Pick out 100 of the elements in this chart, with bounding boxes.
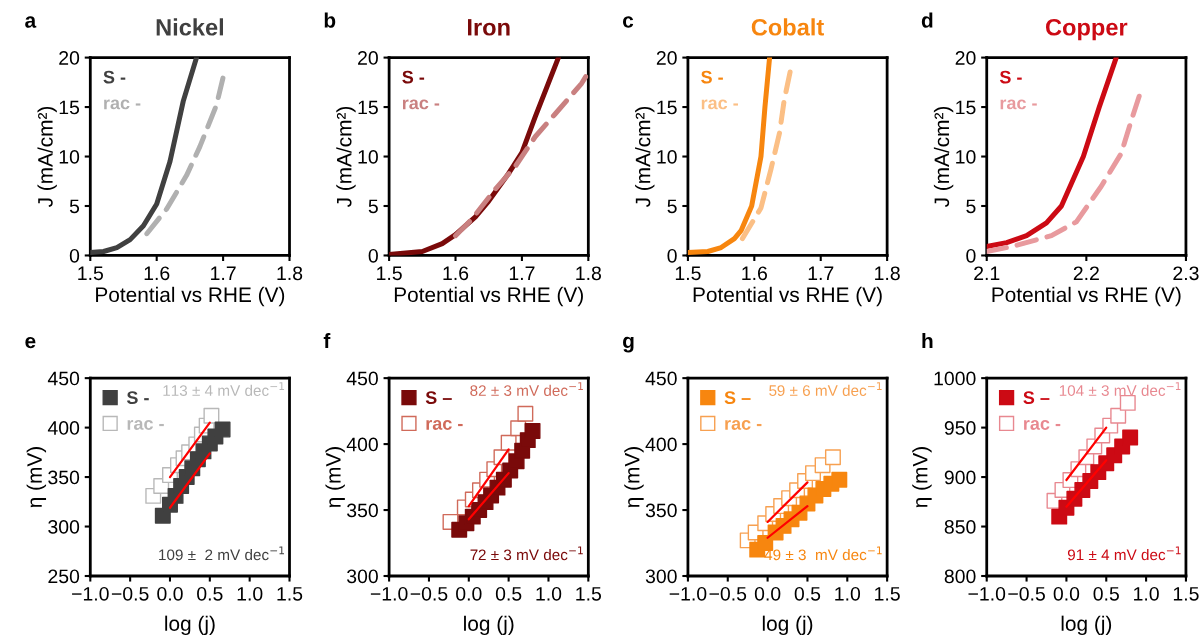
- text: rac -: [402, 99, 440, 110]
- y-tick-label: 5: [966, 199, 976, 214]
- annotation: 113 ± 4 mV dec$^{−1}$: [163, 382, 285, 396]
- y-tick-label: 5: [69, 199, 80, 214]
- point: [524, 422, 541, 439]
- text: b: [324, 12, 336, 28]
- text: rac -: [104, 99, 141, 110]
- y-tick-label: 20: [358, 51, 378, 65]
- x-tick-label: 0.0: [1053, 586, 1080, 601]
- annotation: 59 ± 6 mV dec$^{−1}$: [769, 382, 882, 396]
- x-tick-label: 1.7: [509, 266, 535, 280]
- y-axis-title: J (mA/cm²): [37, 106, 57, 208]
- x-tick-label: 1.5: [576, 587, 602, 601]
- legend-label: rac -: [1024, 420, 1061, 430]
- y-tick-label: 450: [47, 371, 80, 386]
- x-tick-label: 1.5: [377, 266, 402, 281]
- legend-label: S –: [425, 391, 452, 405]
- y-axis-title: η (mV): [624, 447, 644, 508]
- x-tick-label: 1.0: [835, 586, 861, 601]
- y-tick-label: 15: [956, 100, 976, 115]
- x-tick-label: 1.6: [742, 266, 767, 281]
- x-axis-title: log (j): [762, 615, 813, 636]
- x-axis-title: log (j): [1061, 615, 1112, 636]
- text: e: [25, 336, 36, 349]
- x-tick-label: 1.0: [237, 586, 263, 601]
- x-tick-label: 0.5: [197, 586, 223, 601]
- annotation: 109 ± 2 mV dec$^{−1}$: [159, 546, 285, 561]
- y-axis-title: J (mA/cm²): [933, 106, 954, 208]
- x-tick-label: 1.0: [1134, 586, 1159, 601]
- y-tick-label: 10: [59, 150, 80, 164]
- point: [831, 471, 848, 488]
- y-tick-label: 15: [657, 100, 677, 115]
- y-tick-label: 850: [944, 520, 976, 534]
- x-tick-label: 0.0: [157, 586, 183, 601]
- x-tick-label: 1.5: [78, 266, 103, 281]
- y-tick-label: 450: [645, 371, 677, 386]
- chart-title: Copper: [1045, 18, 1128, 41]
- point: [214, 421, 231, 438]
- text: rac -: [1000, 99, 1037, 110]
- legend-label: S –: [1023, 391, 1050, 405]
- y-tick-label: 15: [358, 100, 378, 115]
- y-tick-label: 10: [956, 150, 976, 164]
- x-tick-label: −1.0: [72, 586, 109, 601]
- y-axis-title: J (mA/cm²): [336, 106, 356, 208]
- x-tick-label: 0.5: [1093, 586, 1119, 601]
- y-tick-label: 350: [645, 503, 677, 518]
- x-tick-label: 1.7: [211, 266, 236, 280]
- y-axis-title: η (mV): [26, 447, 47, 508]
- y-tick-label: 400: [346, 437, 378, 452]
- legend-label: rac -: [725, 420, 762, 430]
- y-tick-label: 400: [645, 437, 677, 452]
- text: rac -: [701, 99, 738, 110]
- y-tick-label: 20: [59, 51, 80, 65]
- x-tick-label: 1.5: [277, 587, 303, 601]
- x-tick-label: 1.6: [144, 266, 170, 281]
- point: [1122, 429, 1139, 446]
- annotation: 104 ± 3 mV dec$^{−1}$: [1059, 382, 1181, 396]
- legend-label: rac -: [426, 420, 463, 430]
- x-tick-label: 1.0: [536, 586, 562, 601]
- y-tick-label: 20: [656, 51, 677, 65]
- annotation: 49 ± 3 mV dec$^{−1}$: [764, 546, 882, 561]
- x-tick-label: −0.5: [1008, 586, 1045, 601]
- x-tick-label: 1.8: [277, 266, 303, 281]
- y-axis-title: J (mA/cm²): [635, 106, 655, 208]
- text: c: [623, 16, 634, 28]
- annotation: 72 ± 3 mV dec$^{−1}$: [470, 546, 583, 561]
- x-tick-label: 2.1: [974, 266, 1000, 280]
- annotation: 82 ± 3 mV dec$^{−1}$: [470, 382, 583, 396]
- y-axis-title: η (mV): [912, 447, 932, 508]
- x-axis-title: Potential vs RHE (V): [992, 286, 1181, 307]
- text: d: [921, 12, 933, 28]
- y-tick-label: 300: [645, 569, 677, 584]
- x-tick-label: 0.5: [794, 586, 821, 601]
- y-tick-label: 5: [368, 199, 378, 214]
- annotation: 91 ± 4 mV dec$^{−1}$: [1067, 546, 1181, 561]
- x-tick-label: −0.5: [410, 586, 448, 601]
- text: a: [25, 16, 37, 28]
- y-tick-label: 950: [944, 421, 976, 435]
- y-tick-label: 0: [368, 248, 378, 263]
- x-axis-title: Potential vs RHE (V): [96, 286, 285, 307]
- y-tick-label: 800: [944, 569, 976, 584]
- chart-title: Cobalt: [751, 18, 824, 36]
- y-tick-label: 0: [667, 248, 677, 263]
- y-tick-label: 10: [657, 150, 677, 164]
- text: g: [623, 336, 634, 353]
- point: [1110, 407, 1127, 424]
- x-tick-label: 2.2: [1073, 266, 1099, 280]
- y-tick-label: 350: [347, 503, 378, 518]
- x-tick-label: 1.7: [808, 266, 834, 280]
- text: f: [323, 332, 331, 349]
- y-tick-label: 300: [48, 520, 80, 534]
- y-tick-label: 20: [955, 51, 976, 65]
- x-tick-label: 1.6: [443, 266, 469, 281]
- x-axis-title: Potential vs RHE (V): [394, 286, 583, 307]
- y-tick-label: 10: [358, 150, 378, 164]
- y-tick-label: 0: [69, 248, 80, 263]
- x-tick-label: 0.0: [456, 586, 482, 601]
- x-tick-label: 2.3: [1173, 266, 1199, 281]
- point: [517, 405, 534, 422]
- text: S -: [701, 70, 723, 84]
